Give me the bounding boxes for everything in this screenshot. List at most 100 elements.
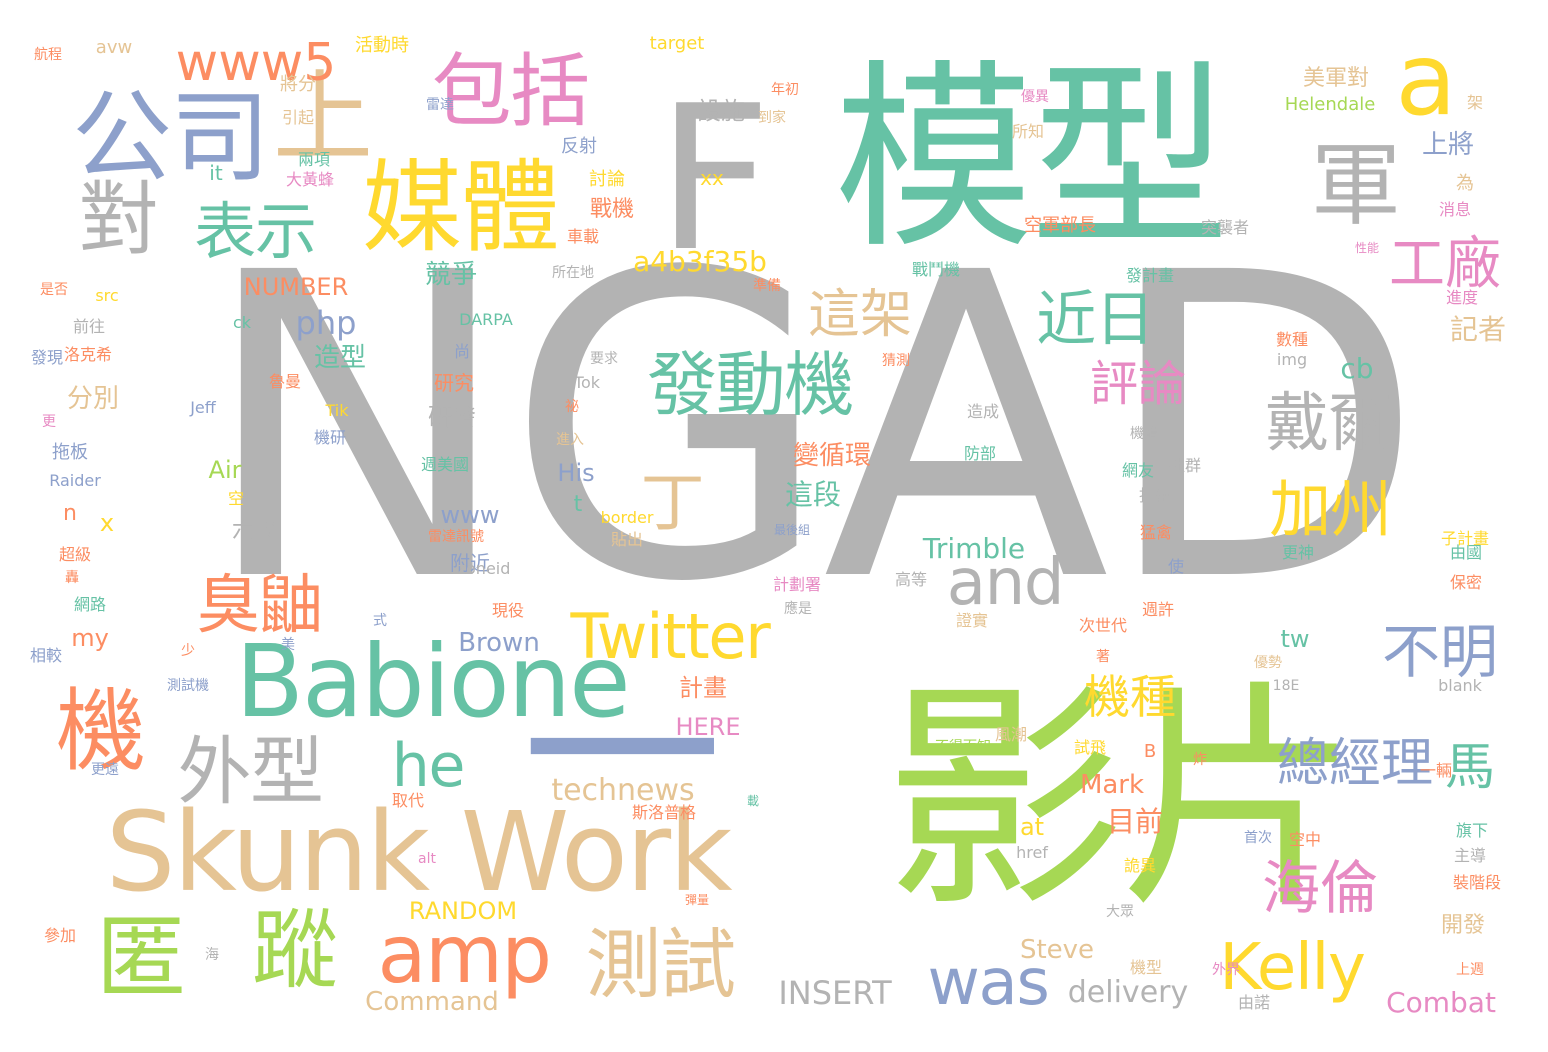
word-148: 超級 bbox=[58, 545, 92, 564]
word-19: 近日 bbox=[1036, 285, 1155, 355]
word-159: 次世代 bbox=[1078, 616, 1128, 635]
word-53: 目前 bbox=[1106, 805, 1164, 838]
word-58: 這段 bbox=[784, 478, 842, 511]
word-56: 競爭 bbox=[424, 260, 478, 290]
word-84: 空軍部長 bbox=[1024, 215, 1096, 236]
word-89: 將分 bbox=[280, 74, 316, 95]
word-150: zoneid bbox=[457, 559, 511, 578]
word-168: 測試機 bbox=[167, 678, 209, 694]
word-12: 軍 bbox=[1310, 133, 1401, 238]
word-162: 美 bbox=[281, 637, 295, 653]
word-164: 著 bbox=[1096, 649, 1110, 665]
word-112: 前往 bbox=[72, 317, 106, 336]
word-178: 斯洛普格 bbox=[631, 803, 697, 822]
word-41: Kelly bbox=[1219, 931, 1365, 1005]
word-42: technews bbox=[551, 773, 695, 808]
word-37: 測試 bbox=[585, 920, 736, 1009]
word-156: 保密 bbox=[1449, 573, 1483, 592]
word-177: 取代 bbox=[391, 791, 425, 810]
word-134: 週美國 bbox=[420, 455, 470, 474]
word-39: 蹤 bbox=[251, 901, 338, 1001]
word-137: 拒絕 bbox=[1138, 486, 1172, 505]
word-131: 機體 bbox=[1130, 426, 1158, 442]
word-143: 猛禽 bbox=[1139, 523, 1173, 542]
word-6: Skunk Work bbox=[105, 788, 733, 916]
word-105: 進度 bbox=[1445, 288, 1479, 307]
word-129: 造成 bbox=[966, 402, 1000, 421]
word-117: 尚 bbox=[453, 342, 471, 361]
word-46: Command bbox=[365, 987, 499, 1017]
word-179: alt bbox=[418, 851, 436, 867]
word-79: it bbox=[209, 161, 223, 185]
word-176: 載 bbox=[746, 794, 760, 808]
word-52: Mark bbox=[1079, 770, 1145, 800]
word-169: 不得而知 bbox=[935, 739, 991, 755]
word-81: x bbox=[99, 509, 115, 537]
word-187: 彈量 bbox=[684, 893, 710, 907]
word-157: 式 bbox=[373, 613, 387, 629]
word-95: 討論 bbox=[589, 169, 625, 190]
word-118: 要求 bbox=[590, 351, 618, 367]
word-133: Raider bbox=[49, 471, 101, 490]
word-64: His bbox=[557, 459, 595, 487]
word-192: 外界 bbox=[1212, 962, 1240, 978]
word-113: 發現 bbox=[30, 348, 64, 367]
word-124: Tik bbox=[325, 401, 349, 420]
word-28: 不明 bbox=[1381, 618, 1499, 686]
word-74: 計畫 bbox=[679, 674, 727, 702]
word-111: src bbox=[95, 286, 119, 305]
word-34: 馬 bbox=[1445, 738, 1495, 796]
word-154: 應是 bbox=[784, 601, 812, 617]
word-92: 大黃蜂 bbox=[285, 170, 335, 189]
word-141: 貼出 bbox=[610, 530, 644, 549]
word-72: at bbox=[1019, 813, 1045, 841]
word-145: 更神 bbox=[1281, 543, 1315, 562]
word-45: delivery bbox=[1067, 975, 1189, 1010]
word-71: www bbox=[440, 501, 500, 529]
word-3: F bbox=[656, 63, 771, 296]
word-24: 臭鼬 bbox=[196, 569, 323, 643]
word-161: 相較 bbox=[29, 646, 63, 665]
word-142: 最後組 bbox=[773, 523, 811, 537]
word-140: 雷達訊號 bbox=[428, 529, 484, 545]
word-115: ck bbox=[232, 313, 252, 332]
word-107: 發計畫 bbox=[1125, 266, 1175, 285]
word-51: HERE bbox=[675, 713, 741, 741]
word-167: blank bbox=[1438, 676, 1482, 695]
word-33: 總經理 bbox=[1276, 734, 1434, 794]
word-98: 優異 bbox=[1021, 89, 1049, 105]
word-193: 上週 bbox=[1456, 962, 1484, 978]
word-182: 首次 bbox=[1244, 830, 1272, 846]
word-88: 活動時 bbox=[355, 35, 409, 56]
word-11: a bbox=[1395, 21, 1456, 138]
word-63: 記者 bbox=[1449, 313, 1507, 346]
word-132: 拖板 bbox=[52, 442, 88, 463]
word-60: 設施 bbox=[697, 97, 745, 125]
word-35: 海倫 bbox=[1261, 854, 1379, 922]
word-73: tw bbox=[1280, 625, 1310, 653]
word-183: 旗下 bbox=[1455, 821, 1489, 840]
word-121: img bbox=[1276, 350, 1308, 369]
word-68: 研究 bbox=[434, 371, 474, 395]
word-83: xx bbox=[700, 166, 724, 190]
word-119: 猜測 bbox=[882, 353, 910, 369]
word-116: 魯曼 bbox=[268, 372, 302, 391]
word-155: 高等 bbox=[894, 570, 928, 589]
word-139: border bbox=[600, 508, 654, 527]
word-189: 參加 bbox=[43, 926, 77, 945]
word-194: 由諾 bbox=[1237, 993, 1271, 1012]
word-149: 轟 bbox=[65, 570, 79, 586]
word-190: 海 bbox=[205, 947, 219, 963]
word-67: 造型 bbox=[313, 343, 367, 373]
word-136: 社群 bbox=[1168, 456, 1202, 475]
word-146: 由國 bbox=[1449, 543, 1483, 562]
word-18: 這架 bbox=[807, 285, 913, 345]
word-26: 丁 bbox=[640, 467, 705, 541]
word-22: 戴爾 bbox=[1265, 387, 1392, 461]
word-5: Babione bbox=[235, 623, 630, 740]
word-13: 對 bbox=[78, 173, 159, 266]
word-104: 性能 bbox=[1354, 241, 1380, 255]
word-144: 使 bbox=[1167, 557, 1185, 576]
word-181: 空中 bbox=[1288, 830, 1322, 849]
word-103: 突襲者 bbox=[1200, 218, 1250, 237]
